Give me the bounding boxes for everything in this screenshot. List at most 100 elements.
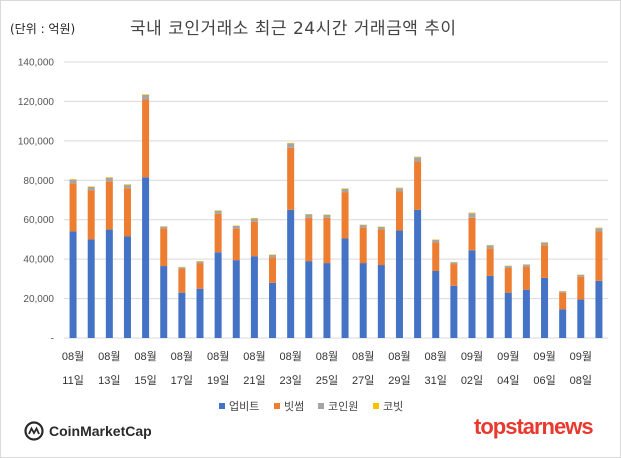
x-tick-month: 08월 [207, 350, 229, 363]
bar-segment [105, 229, 113, 338]
y-tick-label: 60,000 [23, 215, 54, 226]
bar-segment [232, 260, 240, 338]
bar-segment [178, 267, 186, 269]
bar-segment [305, 217, 313, 262]
bar-segment [323, 263, 331, 338]
bar-segment [287, 209, 295, 338]
bar-segment [468, 217, 476, 251]
bar-segment [105, 177, 113, 182]
bar-segment [87, 190, 95, 240]
y-tick-label: 80,000 [23, 176, 54, 187]
bar-segment [341, 188, 349, 189]
x-tick-month: 08월 [243, 350, 265, 363]
bar-segment [468, 250, 476, 338]
bar-segment [250, 218, 258, 222]
bar-segment [377, 229, 385, 266]
x-tick-month: 08월 [98, 350, 120, 363]
bar-segment [287, 142, 295, 144]
bar-segment [486, 275, 494, 338]
bar-segment [269, 254, 277, 258]
x-tick-day: 13일 [98, 373, 120, 387]
bar-segment [196, 263, 204, 289]
coinmarketcap-text: CoinMarketCap [49, 423, 152, 439]
y-tick-label: 100,000 [18, 136, 55, 147]
bar-segment [287, 147, 295, 210]
bar-segment [468, 213, 476, 218]
bar-segment [541, 277, 549, 338]
x-tick-month: 09월 [461, 350, 483, 363]
bar-segment [522, 289, 530, 338]
bar-segment [395, 187, 403, 189]
x-axis: 08월 11일 08월 13일 08월 15일 08월 17일 08월 19일 08월 21일 08월 2… [62, 350, 592, 387]
bar-segment [341, 238, 349, 338]
y-axis: - 20,000 40,000 60,000 80,000 100,000 120,000 1… [18, 58, 55, 345]
x-tick-day: 04일 [497, 373, 519, 387]
x-tick-month: 09월 [497, 350, 519, 363]
bar-segment [432, 239, 440, 243]
bar-segment [468, 212, 476, 214]
legend-label: 코빗 [383, 400, 403, 413]
bar-segment [359, 227, 367, 264]
bar-segment [341, 192, 349, 239]
bar-segment [123, 184, 131, 185]
bar-segment [250, 221, 258, 257]
bar-segment [414, 156, 422, 158]
bar-segment [395, 188, 403, 192]
bar-segment [395, 191, 403, 231]
x-tick-month: 08월 [425, 350, 447, 363]
x-tick-month: 08월 [62, 350, 84, 363]
bar-segment [269, 282, 277, 338]
bar-segment [359, 225, 367, 228]
bar-segment [214, 210, 222, 211]
x-tick-day: 29일 [388, 373, 410, 387]
bar-segment [160, 228, 168, 267]
legend-label: 업비트 [229, 400, 259, 413]
x-tick-month: 08월 [134, 350, 156, 363]
bar-segment [559, 292, 567, 310]
bar-segment [214, 213, 222, 253]
bar-segment [377, 265, 385, 338]
chart-title: 국내 코인거래소 최근 24시간 거래금액 추이 [130, 19, 457, 39]
coinmarketcap-icon [24, 421, 44, 441]
bar-segment [142, 177, 150, 338]
bar-segment [450, 262, 458, 265]
bar-segment [105, 177, 113, 178]
bar-segment [595, 231, 603, 281]
x-tick-month: 09월 [570, 350, 592, 363]
legend: 업비트 빗썸 코인원 코빗 [219, 400, 403, 413]
bar-segment [414, 161, 422, 210]
bar-segment [287, 143, 295, 148]
bar-segment [69, 231, 77, 338]
bar-segment [450, 264, 458, 286]
bar-segment [323, 214, 331, 218]
y-tick-label: 40,000 [23, 255, 54, 266]
bar-segment [323, 217, 331, 264]
y-tick-label: 20,000 [23, 294, 54, 305]
legend-swatch [219, 403, 225, 409]
bar-segment [123, 236, 131, 338]
bar-segment [269, 257, 277, 283]
bar-segment [196, 288, 204, 338]
bar-segment [577, 274, 585, 277]
x-tick-day: 02일 [461, 373, 483, 387]
bar-segment [595, 227, 603, 229]
bars [69, 94, 603, 338]
bar-segment [196, 261, 204, 264]
gridlines [64, 61, 608, 339]
topstarnews-logo: topstarnews [474, 414, 594, 439]
bar-segment [142, 99, 150, 178]
bar-segment [142, 94, 150, 95]
bar-segment [359, 263, 367, 338]
x-tick-day: 27일 [352, 373, 374, 387]
bar-segment [486, 248, 494, 276]
bar-segment [105, 181, 113, 230]
x-tick-month: 08월 [316, 350, 338, 363]
x-tick-day: 23일 [279, 373, 301, 387]
x-tick-day: 19일 [207, 373, 229, 387]
legend-swatch [274, 403, 280, 409]
bar-segment [541, 245, 549, 278]
x-tick-month: 08월 [171, 350, 193, 363]
x-tick-day: 21일 [243, 373, 265, 387]
bar-segment [305, 261, 313, 338]
